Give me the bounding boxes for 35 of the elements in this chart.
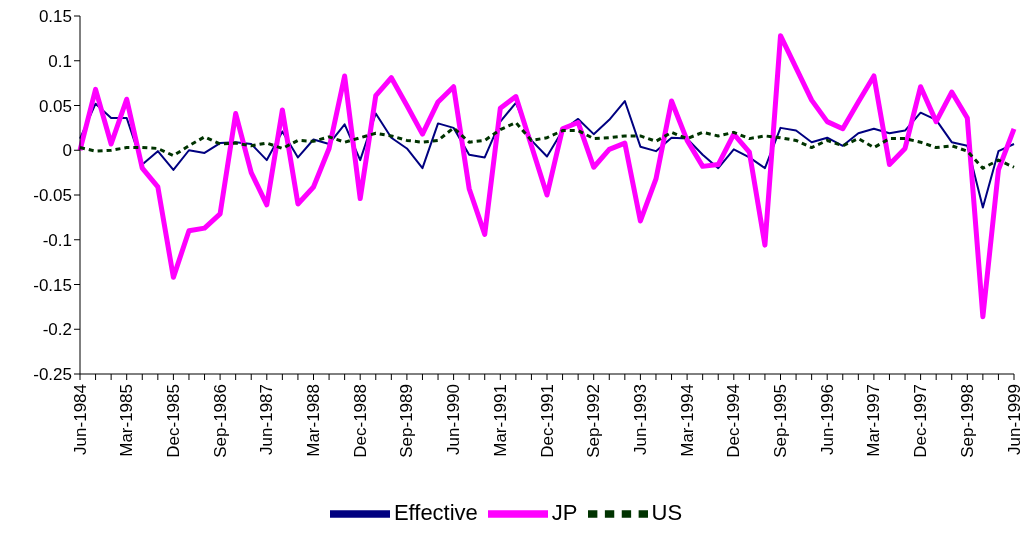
legend-label: Effective <box>393 499 478 525</box>
x-tick-label: Dec-1988 <box>350 384 370 458</box>
x-tick-label: Sep-1986 <box>210 384 230 458</box>
x-tick-label: Dec-1997 <box>911 384 931 458</box>
x-tick-label: Dec-1985 <box>163 384 183 458</box>
x-tick-label: Dec-1991 <box>537 384 557 458</box>
y-tick-label: 0.1 <box>48 51 72 71</box>
x-tick-label: Jun-1987 <box>257 384 277 455</box>
y-tick-label: -0.25 <box>33 365 72 385</box>
x-tick-label: Mar-1988 <box>304 384 323 457</box>
y-tick-label: -0.15 <box>33 275 72 295</box>
x-tick-label: Mar-1985 <box>117 384 137 457</box>
x-tick-label: Mar-1997 <box>864 384 884 457</box>
x-tick-label: Mar-1994 <box>677 384 697 457</box>
x-tick-label: Sep-1995 <box>771 384 790 458</box>
y-tick-label: 0.05 <box>38 96 72 116</box>
x-tick-label: Jun-1993 <box>630 384 650 455</box>
x-tick-label: Jun-1990 <box>444 384 464 455</box>
x-tick-label: Mar-1991 <box>490 384 510 457</box>
x-tick-label: Jun-1999 <box>1004 384 1024 455</box>
legend-label: US <box>651 499 683 525</box>
y-tick-label: 0.15 <box>38 7 72 27</box>
x-tick-label: Sep-1989 <box>397 384 417 458</box>
line-series <box>78 121 1016 170</box>
line-series <box>79 100 1015 209</box>
y-tick-label: 0 <box>62 141 72 161</box>
x-tick-label: Dec-1994 <box>724 384 744 458</box>
y-tick-label: -0.05 <box>33 186 72 206</box>
x-tick-label: Jun-1984 <box>70 384 90 455</box>
y-tick-label: -0.2 <box>42 320 72 340</box>
legend-label: JP <box>551 499 578 525</box>
x-tick-label: Sep-1998 <box>957 384 977 458</box>
y-tick-label: -0.1 <box>42 230 72 250</box>
x-tick-label: Jun-1996 <box>817 384 837 455</box>
x-tick-label: Sep-1992 <box>584 384 604 458</box>
